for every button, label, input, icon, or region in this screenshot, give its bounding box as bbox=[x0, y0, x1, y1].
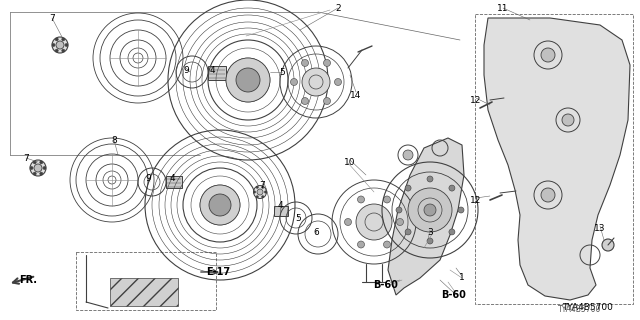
Text: 7: 7 bbox=[259, 180, 265, 189]
Circle shape bbox=[55, 49, 58, 52]
Bar bbox=[274, 206, 288, 216]
Text: 6: 6 bbox=[313, 228, 319, 236]
Text: 4: 4 bbox=[209, 66, 215, 75]
Circle shape bbox=[449, 185, 455, 191]
Circle shape bbox=[226, 58, 270, 102]
Circle shape bbox=[43, 166, 46, 170]
Circle shape bbox=[424, 204, 436, 216]
Circle shape bbox=[52, 44, 55, 46]
Circle shape bbox=[61, 38, 65, 41]
Circle shape bbox=[253, 191, 256, 193]
Circle shape bbox=[458, 207, 464, 213]
Bar bbox=[208, 66, 226, 80]
Text: 5: 5 bbox=[279, 68, 285, 76]
Circle shape bbox=[408, 188, 452, 232]
Circle shape bbox=[40, 161, 43, 164]
Circle shape bbox=[403, 150, 413, 160]
Circle shape bbox=[562, 114, 574, 126]
Polygon shape bbox=[484, 18, 630, 300]
Circle shape bbox=[256, 196, 259, 198]
Circle shape bbox=[449, 229, 455, 235]
Circle shape bbox=[335, 78, 342, 85]
Bar bbox=[475, 14, 633, 304]
Circle shape bbox=[541, 48, 555, 62]
Circle shape bbox=[383, 196, 390, 203]
Circle shape bbox=[405, 185, 411, 191]
Circle shape bbox=[301, 98, 308, 105]
Circle shape bbox=[52, 37, 68, 53]
Circle shape bbox=[356, 204, 392, 240]
Text: TYA4B5700: TYA4B5700 bbox=[558, 306, 602, 315]
Bar bbox=[110, 278, 178, 306]
Circle shape bbox=[257, 189, 263, 195]
Circle shape bbox=[358, 241, 365, 248]
Bar bbox=[76, 252, 216, 310]
Circle shape bbox=[34, 164, 42, 172]
Circle shape bbox=[302, 68, 330, 96]
Text: 2: 2 bbox=[335, 4, 341, 12]
Text: TYA4B5700: TYA4B5700 bbox=[563, 303, 613, 313]
Bar bbox=[166, 176, 182, 188]
Circle shape bbox=[209, 194, 231, 216]
Circle shape bbox=[236, 68, 260, 92]
Circle shape bbox=[30, 160, 46, 176]
Text: 1: 1 bbox=[459, 274, 465, 283]
Circle shape bbox=[397, 219, 403, 226]
Text: 14: 14 bbox=[350, 91, 362, 100]
Circle shape bbox=[427, 176, 433, 182]
Polygon shape bbox=[388, 138, 464, 295]
Circle shape bbox=[30, 166, 33, 170]
Text: 9: 9 bbox=[145, 173, 151, 182]
Text: 4: 4 bbox=[169, 173, 175, 182]
Circle shape bbox=[200, 185, 240, 225]
Circle shape bbox=[65, 44, 68, 46]
Circle shape bbox=[427, 238, 433, 244]
Text: 9: 9 bbox=[183, 66, 189, 75]
Text: B-60: B-60 bbox=[374, 280, 399, 290]
Circle shape bbox=[33, 172, 36, 175]
Circle shape bbox=[61, 49, 65, 52]
Text: 4: 4 bbox=[277, 201, 283, 210]
Text: 13: 13 bbox=[595, 223, 605, 233]
Text: 3: 3 bbox=[427, 228, 433, 236]
Text: 11: 11 bbox=[497, 4, 509, 12]
Circle shape bbox=[55, 38, 58, 41]
Text: FR.: FR. bbox=[19, 275, 37, 285]
Text: 5: 5 bbox=[295, 213, 301, 222]
Text: 7: 7 bbox=[23, 154, 29, 163]
Text: 7: 7 bbox=[49, 13, 55, 22]
Text: 12: 12 bbox=[470, 95, 482, 105]
Circle shape bbox=[56, 41, 64, 49]
Circle shape bbox=[405, 229, 411, 235]
Text: 10: 10 bbox=[344, 157, 356, 166]
Circle shape bbox=[301, 60, 308, 67]
Circle shape bbox=[383, 241, 390, 248]
Text: B-60: B-60 bbox=[442, 290, 467, 300]
Circle shape bbox=[344, 219, 351, 226]
Circle shape bbox=[256, 186, 259, 188]
Circle shape bbox=[264, 191, 267, 193]
Circle shape bbox=[262, 186, 264, 188]
Text: 8: 8 bbox=[111, 135, 117, 145]
Circle shape bbox=[40, 172, 43, 175]
Text: E-17: E-17 bbox=[206, 267, 230, 277]
Circle shape bbox=[262, 196, 264, 198]
Text: 12: 12 bbox=[470, 196, 482, 204]
Circle shape bbox=[602, 239, 614, 251]
Circle shape bbox=[33, 161, 36, 164]
Circle shape bbox=[323, 98, 330, 105]
Circle shape bbox=[323, 60, 330, 67]
Circle shape bbox=[291, 78, 298, 85]
Circle shape bbox=[396, 207, 402, 213]
Circle shape bbox=[358, 196, 365, 203]
Circle shape bbox=[541, 188, 555, 202]
Circle shape bbox=[253, 186, 266, 198]
